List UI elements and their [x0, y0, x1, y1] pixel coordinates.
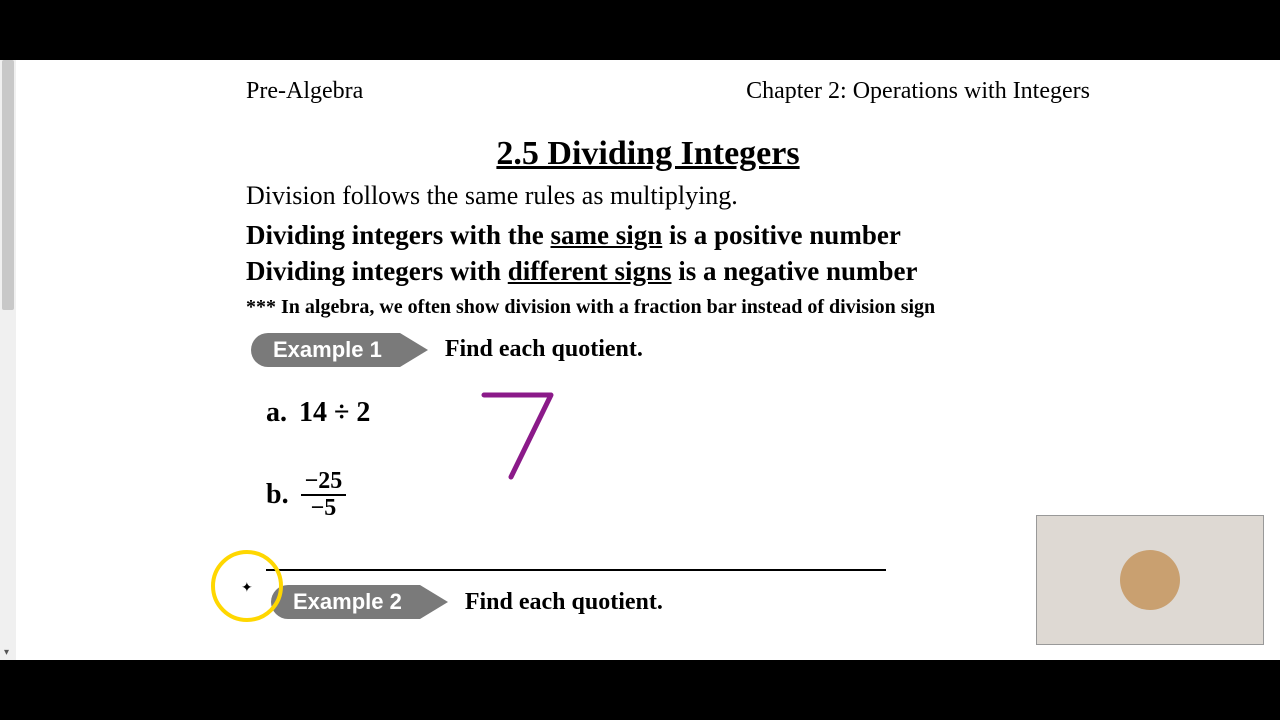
section-title: 2.5 Dividing Integers	[56, 135, 1240, 173]
problem-a-expression: 14 ÷ 2	[299, 397, 370, 429]
example2-prompt: Find each quotient.	[465, 589, 663, 616]
example1-header: Example 1 Find each quotient.	[251, 333, 1120, 367]
rule2-suffix: is a negative number	[672, 256, 918, 286]
rule-same-sign: Dividing integers with the same sign is …	[246, 217, 1120, 253]
problem-b-fraction: −25 −5	[301, 469, 347, 521]
rule2-prefix: Dividing integers with	[246, 256, 508, 286]
rule1-prefix: Dividing integers with the	[246, 220, 551, 250]
problem-b: b. −25 −5	[266, 469, 1120, 521]
rule1-underline: same sign	[551, 220, 663, 250]
example1-badge: Example 1	[251, 333, 400, 367]
scroll-thumb[interactable]	[2, 60, 14, 310]
rule2-underline: different signs	[508, 256, 672, 286]
chapter-name: Chapter 2: Operations with Integers	[746, 78, 1090, 105]
divider-line	[266, 569, 886, 571]
example1-prompt: Find each quotient.	[445, 336, 643, 363]
fraction-denominator: −5	[307, 496, 341, 521]
fraction-numerator: −25	[301, 469, 347, 496]
vertical-scrollbar[interactable]: ▴ ▾	[0, 60, 16, 660]
problem-a: a. 14 ÷ 2	[266, 397, 1120, 429]
example2-badge: Example 2	[271, 585, 420, 619]
problem-a-label: a.	[266, 397, 287, 429]
intro-text: Division follows the same rules as multi…	[246, 181, 1120, 211]
rule1-suffix: is a positive number	[662, 220, 901, 250]
presenter-placeholder	[1120, 550, 1180, 610]
course-name: Pre-Algebra	[246, 78, 363, 105]
page-header: Pre-Algebra Chapter 2: Operations with I…	[246, 78, 1090, 105]
rule-different-signs: Dividing integers with different signs i…	[246, 253, 1120, 289]
problem-b-label: b.	[266, 479, 289, 511]
example2-header: Example 2 Find each quotient.	[266, 585, 1120, 619]
algebra-note: *** In algebra, we often show division w…	[246, 296, 1120, 319]
content-block: Division follows the same rules as multi…	[246, 181, 1120, 619]
webcam-overlay	[1036, 515, 1264, 645]
scroll-down-arrow[interactable]: ▾	[4, 647, 9, 658]
